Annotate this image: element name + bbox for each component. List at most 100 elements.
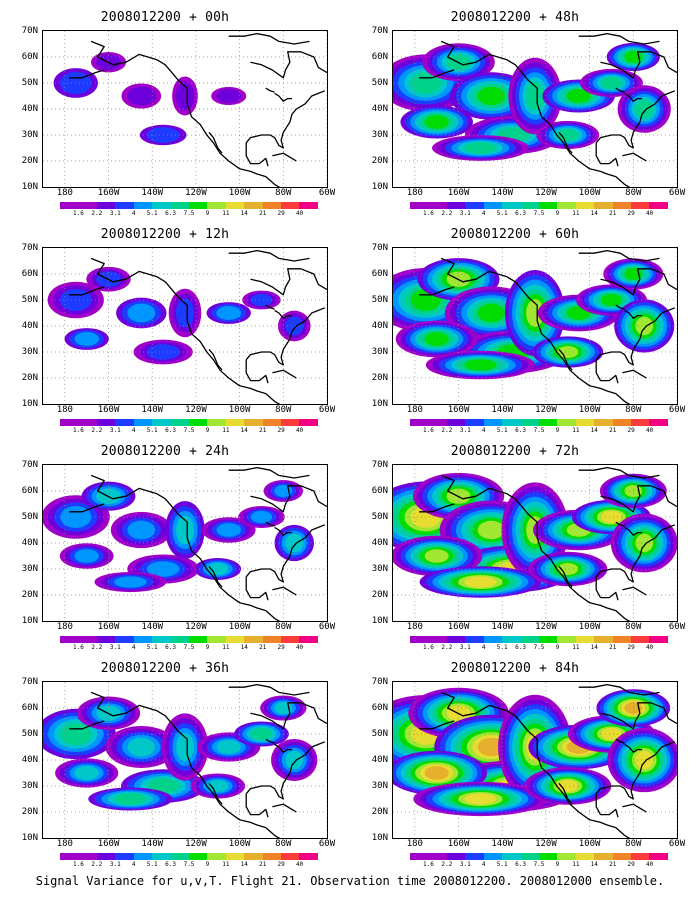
- colorbar-label: 21: [259, 210, 267, 217]
- colorbar-swatch: [410, 202, 429, 209]
- map-panel: 2008012200 + 72h 70N 60N 50N 40N 30N 20N 10N 180…: [350, 444, 685, 654]
- map-area: [392, 30, 678, 188]
- colorbar-label: 14: [590, 644, 598, 651]
- colorbar-label: 7.5: [533, 861, 545, 868]
- variance-contour: [557, 128, 579, 142]
- map-area: [42, 30, 328, 188]
- colorbar-label: 11: [222, 644, 230, 651]
- colorbar-swatch: [96, 202, 116, 209]
- latitude-label: 10N: [21, 616, 38, 626]
- map-panel: 2008012200 + 00h 70N 60N 50N 40N 30N 20N 10N 180…: [0, 10, 335, 220]
- colorbar-swatch: [446, 419, 466, 426]
- colorbar-label: 5.1: [146, 644, 158, 651]
- colorbar-swatch: [188, 202, 208, 209]
- coastline: [265, 87, 275, 93]
- colorbar-labels: 1.6 2.2 3.1 4 5.1 6.3 7.5 9 11 14 21 29 40: [410, 644, 668, 653]
- coastline: [272, 803, 297, 813]
- latitude-label: 30N: [371, 130, 388, 140]
- colorbar-swatch: [538, 202, 558, 209]
- longitude-label: 140W: [141, 622, 164, 632]
- longitude-label: 160W: [447, 622, 470, 632]
- colorbar-label: 11: [572, 861, 580, 868]
- coastline: [272, 369, 297, 379]
- colorbar-label: 9: [205, 644, 210, 651]
- graticule: [43, 31, 327, 187]
- colorbar-swatch: [244, 636, 263, 643]
- colorbar-swatch: [631, 202, 650, 209]
- colorbar-swatch: [299, 636, 318, 643]
- graticule: [43, 682, 327, 838]
- map-area: [42, 464, 328, 622]
- colorbar-swatch: [133, 636, 153, 643]
- variance-contour: [207, 562, 229, 576]
- variance-contour: [424, 766, 449, 780]
- colorbar-label: 7.5: [183, 210, 195, 217]
- map-panel: 2008012200 + 60h 70N 60N 50N 40N 30N 20N 10N 180…: [350, 227, 685, 437]
- latitude-label: 40N: [21, 755, 38, 765]
- variance-contour: [176, 515, 194, 545]
- colorbar-swatch: [428, 853, 447, 860]
- graticule: [43, 465, 327, 621]
- variance-contour: [477, 303, 505, 323]
- variance-contour: [285, 750, 304, 770]
- variance-contour: [464, 142, 497, 154]
- coastline: [228, 32, 310, 45]
- colorbar-label: 5.1: [146, 210, 158, 217]
- colorbar-label: 40: [295, 861, 304, 868]
- variance-contour: [216, 740, 241, 754]
- variance-contour: [216, 306, 242, 320]
- coastline: [622, 803, 647, 813]
- longitude-label: 100W: [228, 839, 251, 849]
- colorbar-swatch: [188, 636, 208, 643]
- latitude-label: 20N: [21, 373, 38, 383]
- variance-map: [393, 31, 677, 187]
- longitude-label: 60W: [318, 405, 336, 415]
- variance-contour: [601, 728, 622, 740]
- longitude-label: 100W: [228, 405, 251, 415]
- colorbar-swatch: [170, 636, 189, 643]
- colorbar-label: 5.1: [496, 861, 508, 868]
- colorbar-swatch: [60, 419, 79, 426]
- colorbar-label: 9: [555, 644, 560, 651]
- colorbar-swatch: [78, 636, 97, 643]
- latitude-label: 30N: [21, 347, 38, 357]
- colorbar-swatch: [520, 636, 539, 643]
- colorbar-swatch: [225, 636, 245, 643]
- colorbar-label: 6.3: [515, 644, 526, 651]
- colorbar-swatch: [594, 853, 613, 860]
- latitude-label: 20N: [371, 807, 388, 817]
- longitude-axis-labels: 180 160W 140W 120W 100W 80W 60W: [392, 622, 685, 634]
- latitude-label: 10N: [21, 399, 38, 409]
- colorbar-swatch: [410, 636, 429, 643]
- colorbar-label: 4: [481, 644, 486, 651]
- colorbar-swatch: [115, 853, 134, 860]
- latitude-label: 50N: [371, 729, 388, 739]
- colorbar-swatch: [520, 419, 539, 426]
- colorbar-label: 2.2: [441, 427, 453, 434]
- colorbar-label: 9: [205, 427, 210, 434]
- figure-caption: Signal Variance for u,v,T. Flight 21. Ob…: [35, 874, 665, 888]
- map-area: [392, 464, 678, 622]
- colorbar: [410, 636, 668, 643]
- variance-contour: [477, 520, 505, 540]
- longitude-label: 180: [406, 839, 423, 849]
- colorbar-swatch: [612, 202, 632, 209]
- coastline: [622, 152, 647, 162]
- coastline: [274, 743, 292, 753]
- coastline: [208, 348, 223, 371]
- colorbar-swatch: [428, 419, 447, 426]
- colorbar-swatch: [649, 853, 668, 860]
- coastline: [600, 485, 677, 513]
- colorbar-label: 14: [240, 644, 248, 651]
- longitude-label: 100W: [578, 839, 601, 849]
- variance-field: [43, 695, 318, 811]
- coastline: [622, 586, 647, 596]
- colorbar-label: 11: [222, 861, 230, 868]
- longitude-label: 120W: [535, 839, 557, 849]
- colorbar-label: 40: [645, 210, 654, 217]
- panel-title: 2008012200 + 60h: [450, 227, 580, 242]
- coastline: [419, 69, 455, 79]
- colorbar-label: 6.3: [165, 644, 176, 651]
- longitude-label: 140W: [141, 188, 164, 198]
- coastline: [208, 782, 223, 805]
